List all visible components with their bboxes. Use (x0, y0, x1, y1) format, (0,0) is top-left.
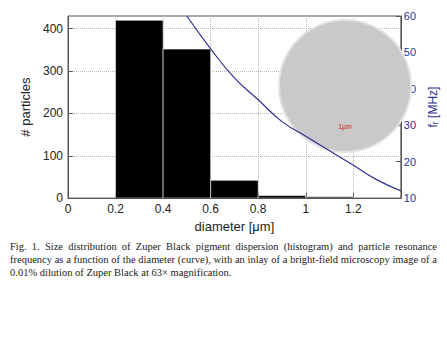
svg-text:200: 200 (43, 106, 63, 120)
svg-text:1μm: 1μm (338, 123, 352, 131)
svg-text:0: 0 (65, 202, 72, 216)
svg-text:0: 0 (56, 191, 63, 205)
svg-text:50: 50 (404, 46, 416, 58)
html-text:Fig. 1. Size distribution of Z: Fig. 1. Size distribution of Zuper Black… (10, 241, 437, 278)
svg-text:30: 30 (404, 119, 416, 131)
svg-text:100: 100 (43, 149, 63, 163)
svg-text:1.2: 1.2 (345, 202, 362, 216)
svg-text:20: 20 (404, 156, 416, 168)
svg-text:0.2: 0.2 (107, 202, 124, 216)
svg-text:0.6: 0.6 (202, 202, 219, 216)
svg-text:diameter [μm]: diameter [μm] (195, 219, 275, 234)
svg-text:300: 300 (43, 64, 63, 78)
svg-text:60: 60 (404, 10, 416, 22)
svg-text:0.4: 0.4 (155, 202, 172, 216)
svg-text:fᵣ [MHz]: fᵣ [MHz] (426, 87, 440, 128)
svg-text:0.8: 0.8 (250, 202, 267, 216)
svg-text:1: 1 (302, 202, 309, 216)
svg-text:# particles: # particles (18, 77, 33, 137)
svg-text:400: 400 (43, 22, 63, 36)
svg-text:10: 10 (404, 192, 416, 204)
